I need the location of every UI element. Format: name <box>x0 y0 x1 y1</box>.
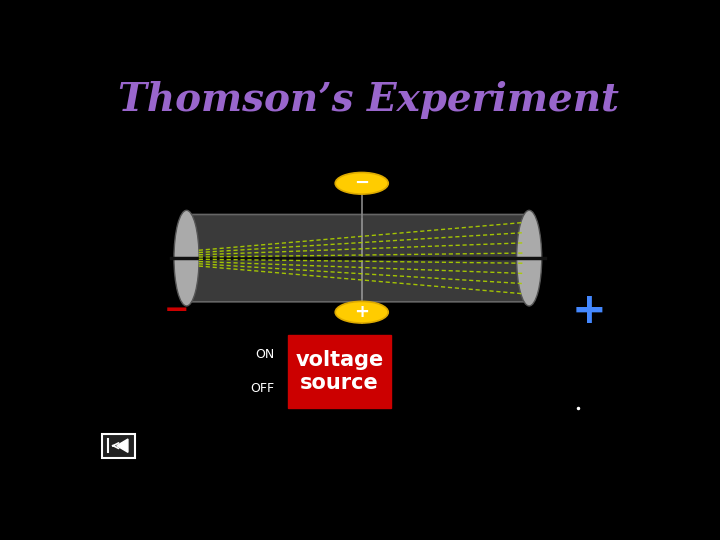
Polygon shape <box>117 439 128 453</box>
Ellipse shape <box>336 172 388 194</box>
Ellipse shape <box>516 210 541 306</box>
Text: −: − <box>163 296 189 326</box>
Ellipse shape <box>336 301 388 323</box>
FancyBboxPatch shape <box>288 335 392 408</box>
FancyBboxPatch shape <box>102 434 135 458</box>
Text: OFF: OFF <box>250 382 274 395</box>
Text: ON: ON <box>255 348 274 361</box>
FancyBboxPatch shape <box>182 214 534 302</box>
Text: Thomson’s Experiment: Thomson’s Experiment <box>119 81 619 119</box>
Text: +: + <box>572 290 607 332</box>
Text: +: + <box>354 303 369 321</box>
Text: voltage
source: voltage source <box>296 350 384 393</box>
Ellipse shape <box>174 210 199 306</box>
Text: −: − <box>354 174 369 192</box>
